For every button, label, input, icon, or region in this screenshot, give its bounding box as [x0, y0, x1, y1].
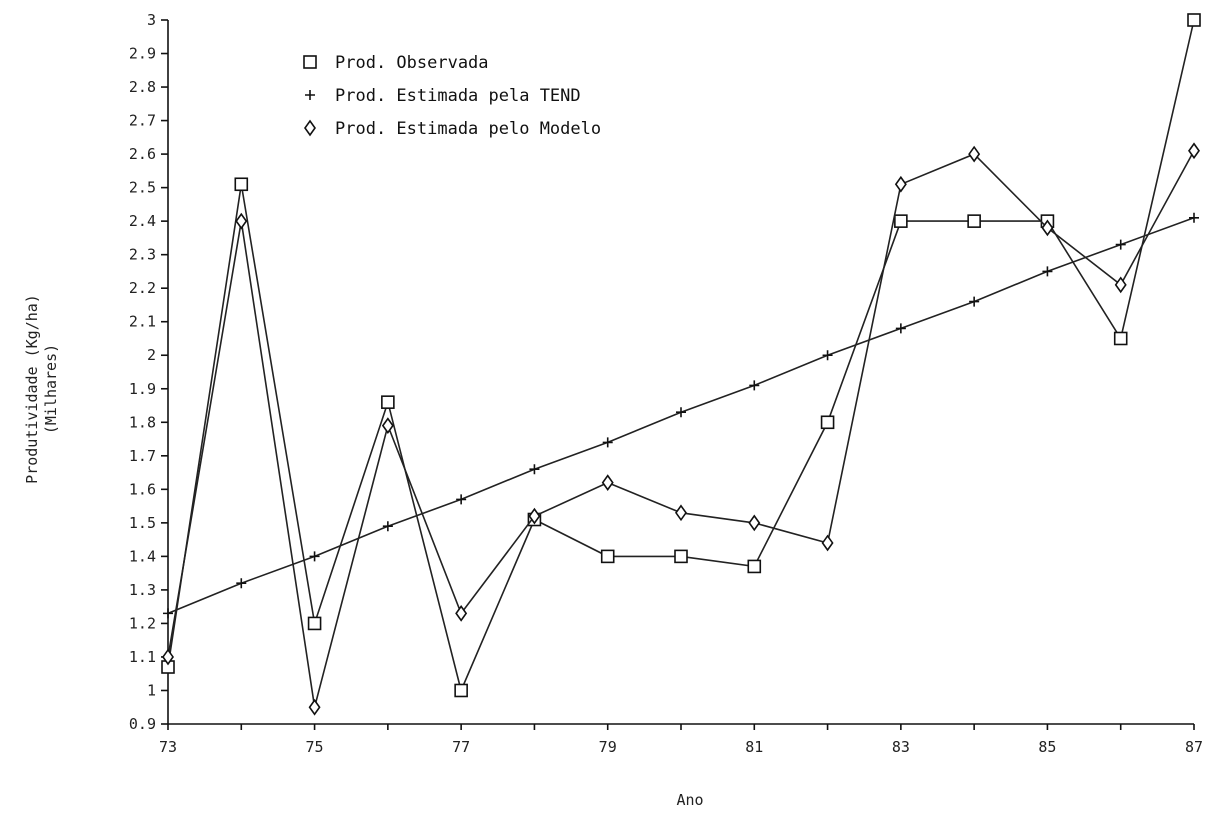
x-tick-label: 75 — [306, 738, 324, 756]
data-point-diamond — [308, 698, 321, 716]
legend-marker-plus — [305, 90, 315, 100]
data-point-diamond — [601, 474, 614, 492]
data-point-square — [454, 683, 468, 698]
data-point-plus — [749, 380, 760, 391]
y-tick-label: 2.9 — [129, 45, 156, 63]
legend-label: Prod. Observada — [335, 53, 489, 73]
y-tick-label: 1.5 — [129, 514, 156, 532]
data-point-square — [381, 395, 395, 409]
data-point-diamond — [528, 507, 541, 525]
data-point-plus — [529, 464, 540, 475]
y-tick-label: 2.3 — [129, 246, 156, 264]
data-point-diamond — [1041, 219, 1054, 237]
data-point-plus — [1042, 266, 1053, 277]
data-point-square — [600, 549, 615, 564]
data-point-square — [1113, 331, 1128, 346]
x-tick-label: 81 — [745, 738, 763, 756]
y-tick-label: 3 — [147, 11, 156, 29]
series-plus — [163, 212, 1199, 619]
data-point-square — [307, 616, 322, 631]
y-tick-label: 1.8 — [129, 413, 156, 431]
data-point-plus — [822, 350, 833, 361]
data-point-square — [820, 415, 835, 430]
data-point-plus — [163, 608, 173, 619]
legend-marker-square — [303, 55, 317, 69]
series-line-diamond — [167, 150, 1195, 708]
y-tick-label: 1.4 — [129, 547, 156, 565]
y-axis-label: Produtividade (Kg/ha) — [23, 294, 41, 484]
data-point-plus — [676, 407, 686, 418]
data-point-square — [674, 549, 688, 564]
data-point-diamond — [235, 212, 248, 230]
y-axis-sublabel: (Milhares) — [42, 344, 60, 434]
data-point-diamond — [1188, 142, 1200, 160]
y-tick-label: 1.9 — [129, 380, 156, 398]
data-point-square — [1187, 13, 1201, 27]
y-tick-label: 1.2 — [129, 614, 156, 632]
data-point-diamond — [821, 534, 834, 552]
data-point-diamond — [675, 504, 687, 522]
data-point-diamond — [381, 417, 394, 435]
y-tick-label: 2.4 — [129, 212, 156, 230]
y-tick-label: 2.5 — [129, 179, 156, 197]
data-point-plus — [602, 437, 613, 448]
y-tick-label: 1.1 — [129, 648, 156, 666]
y-tick-label: 2.7 — [129, 112, 156, 130]
data-point-square — [747, 559, 762, 574]
x-tick-label: 79 — [599, 738, 617, 756]
y-tick-label: 2 — [147, 346, 156, 364]
legend-label: Prod. Estimada pela TEND — [335, 86, 581, 106]
data-point-plus — [236, 578, 247, 589]
x-tick-label: 73 — [159, 738, 177, 756]
y-tick-label: 2.2 — [129, 279, 156, 297]
y-axis-ticks: 0.9 1 1.1 1.2 1.3 1.4 1.5 1.6 1.7 1.8 1.9 2 2.1 2.2 2.… — [129, 11, 168, 733]
x-tick-label: 87 — [1185, 738, 1203, 756]
data-point-square — [894, 214, 908, 228]
y-tick-label: 1.6 — [129, 480, 156, 498]
series-diamond — [162, 142, 1200, 716]
data-point-plus — [1115, 239, 1126, 250]
x-axis-ticks: 73 75 77 79 81 83 85 87 — [159, 724, 1203, 756]
y-tick-label: 2.6 — [129, 145, 156, 163]
data-point-diamond — [748, 514, 761, 532]
data-point-plus — [895, 323, 906, 334]
y-tick-label: 1 — [147, 681, 156, 699]
data-point-diamond — [1114, 276, 1127, 294]
data-point-square — [234, 177, 249, 192]
data-point-plus — [456, 494, 467, 505]
legend-label: Prod. Estimada pelo Modelo — [335, 119, 601, 139]
data-point-diamond — [894, 175, 907, 193]
y-tick-label: 1.3 — [129, 581, 156, 599]
data-point-plus — [382, 521, 393, 532]
x-tick-label: 77 — [452, 738, 470, 756]
data-point-plus — [1189, 212, 1199, 223]
data-point-diamond — [455, 604, 468, 622]
data-point-plus — [969, 296, 980, 307]
y-tick-label: 0.9 — [129, 715, 156, 733]
x-tick-label: 85 — [1038, 738, 1056, 756]
legend: Prod. Observada Prod. Estimada pela TEND P… — [303, 53, 601, 139]
x-axis-label: Ano — [676, 791, 703, 809]
data-point-diamond — [968, 145, 981, 163]
data-point-diamond — [162, 648, 174, 666]
data-point-square — [967, 214, 981, 228]
y-tick-label: 2.1 — [129, 313, 156, 331]
legend-marker-diamond — [304, 119, 316, 137]
data-point-plus — [309, 551, 320, 562]
y-tick-label: 2.8 — [129, 78, 156, 96]
y-tick-label: 1.7 — [129, 447, 156, 465]
series-square — [161, 13, 1201, 698]
series-layer — [161, 13, 1201, 716]
series-line-square — [167, 19, 1195, 693]
x-tick-label: 83 — [892, 738, 910, 756]
axes — [167, 20, 1194, 725]
